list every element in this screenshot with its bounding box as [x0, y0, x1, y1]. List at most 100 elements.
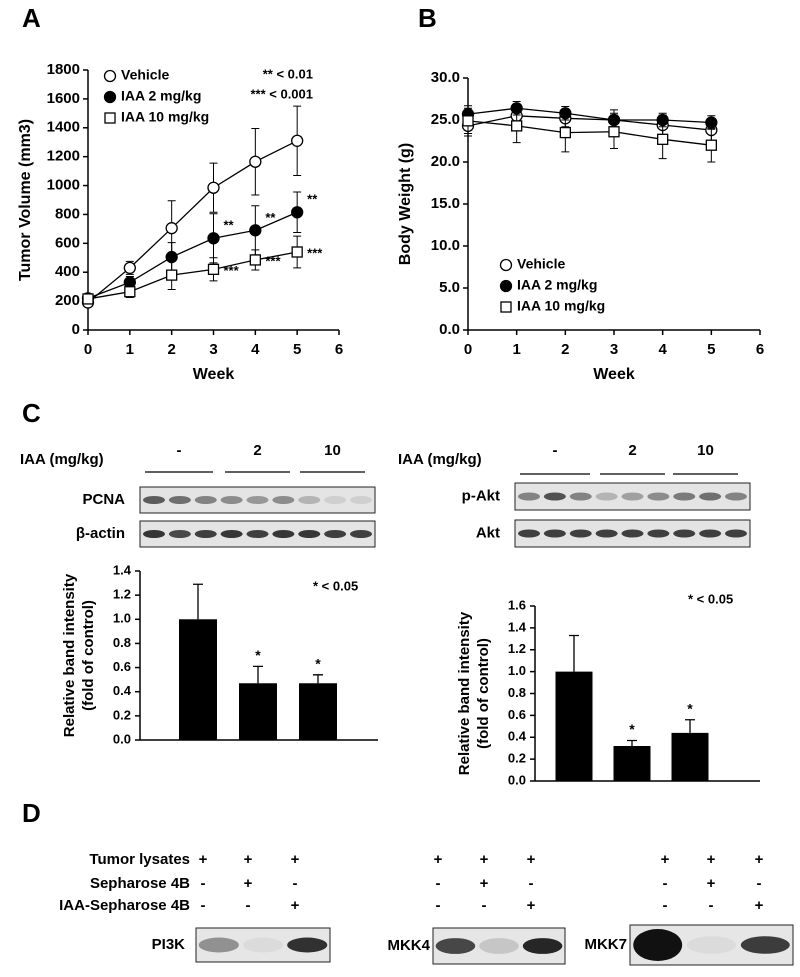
- marker: [207, 181, 220, 194]
- marker: [249, 254, 261, 266]
- blot-label: β-actin: [76, 525, 125, 542]
- y-tick-label: 1.6: [508, 597, 526, 612]
- band: [543, 529, 566, 538]
- x-tick-label: 6: [756, 341, 764, 358]
- legend-marker: [103, 90, 117, 104]
- significance: *: [255, 647, 261, 663]
- band: [647, 529, 670, 538]
- y-tick-label: 0.6: [113, 659, 131, 674]
- sign: +: [527, 851, 536, 868]
- sign: +: [661, 851, 670, 868]
- significance: ***: [265, 253, 281, 268]
- error-bar: [253, 665, 263, 684]
- error-bar: [627, 739, 637, 746]
- band: [242, 937, 284, 953]
- legend-marker: [500, 301, 512, 313]
- band: [272, 530, 295, 538]
- series-line: [467, 120, 712, 146]
- band: [198, 937, 239, 953]
- y-tick-label: 25.0: [431, 111, 460, 128]
- band: [740, 936, 790, 954]
- y-tick-label: 800: [55, 205, 80, 222]
- panel-label: B: [418, 3, 437, 33]
- band: [479, 938, 519, 954]
- y-tick-label: 0: [72, 321, 80, 338]
- band: [220, 530, 243, 538]
- band: [569, 492, 592, 501]
- y-tick-label: 1.2: [508, 641, 526, 656]
- sign: -: [246, 897, 251, 914]
- band: [168, 530, 191, 538]
- group-label: 2: [628, 442, 636, 459]
- y-tick-label: 1400: [47, 119, 80, 136]
- band: [246, 496, 269, 504]
- significance: **: [224, 218, 235, 233]
- y-tick-label: 1600: [47, 90, 80, 107]
- series-line: [87, 211, 298, 299]
- band: [687, 936, 736, 954]
- error-bar: [313, 674, 323, 684]
- x-tick-label: 1: [512, 341, 520, 358]
- group-label: 2: [253, 442, 261, 459]
- x-axis-label: Week: [193, 366, 235, 383]
- sign: +: [480, 875, 489, 892]
- series-line: [467, 107, 712, 124]
- sign: -: [663, 875, 668, 892]
- y-axis-label: (fold of control): [475, 638, 492, 749]
- y-tick-label: 1.4: [113, 562, 132, 577]
- legend-label: IAA 2 mg/kg: [121, 88, 201, 104]
- legend-marker: [103, 69, 117, 83]
- y-tick-label: 0.0: [113, 731, 131, 746]
- y-tick-label: 0.8: [113, 635, 131, 650]
- marker: [608, 126, 620, 138]
- band: [522, 938, 563, 954]
- x-tick-label: 5: [707, 341, 715, 358]
- treatment-label: IAA (mg/kg): [20, 451, 104, 468]
- sign: -: [293, 875, 298, 892]
- marker: [291, 206, 304, 219]
- y-tick-label: 0.6: [508, 707, 526, 722]
- x-tick-label: 3: [610, 341, 618, 358]
- marker: [511, 120, 523, 132]
- marker: [207, 232, 220, 245]
- y-tick-label: 0.4: [113, 683, 132, 698]
- marker: [124, 286, 136, 298]
- band: [621, 529, 644, 538]
- y-axis-label: Body Weight (g): [397, 143, 414, 265]
- sign: +: [291, 851, 300, 868]
- sign: +: [291, 897, 300, 914]
- marker: [207, 263, 220, 275]
- y-tick-label: 1000: [47, 177, 80, 194]
- marker: [462, 115, 474, 127]
- significance: ***: [307, 245, 323, 260]
- series-line: [87, 251, 298, 300]
- legend-label: IAA 10 mg/kg: [517, 298, 605, 314]
- significance: **: [265, 210, 276, 225]
- sign: +: [434, 851, 443, 868]
- marker: [123, 261, 136, 275]
- series-line: [87, 140, 298, 304]
- sign: +: [755, 851, 764, 868]
- y-tick-label: 10.0: [431, 237, 460, 254]
- y-tick-label: 1.4: [508, 619, 527, 634]
- group-label: 10: [697, 442, 714, 459]
- y-tick-label: 1.0: [113, 611, 131, 626]
- sign: +: [527, 897, 536, 914]
- legend-marker: [499, 279, 513, 293]
- band: [272, 496, 295, 504]
- bar: [239, 683, 277, 740]
- sign: -: [529, 875, 534, 892]
- blot-label: MKK4: [387, 937, 430, 954]
- sign: +: [244, 851, 253, 868]
- sign: -: [436, 875, 441, 892]
- error-bar: [569, 634, 579, 672]
- y-tick-label: 0.0: [439, 321, 460, 338]
- y-axis-label: Relative band intensity: [456, 611, 473, 775]
- y-tick-label: 400: [55, 263, 80, 280]
- group-label: -: [177, 442, 182, 459]
- bar: [671, 732, 709, 781]
- y-tick-label: 0.2: [113, 707, 131, 722]
- band: [324, 496, 347, 504]
- y-axis-label: (fold of control): [80, 600, 97, 711]
- band: [647, 492, 670, 501]
